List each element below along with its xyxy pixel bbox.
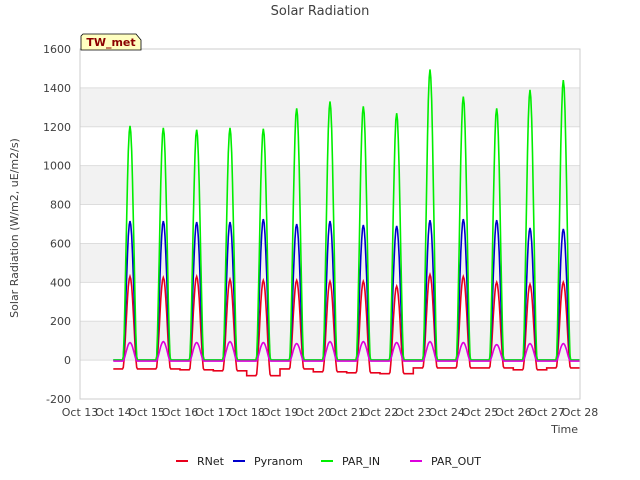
y-tick-labels: -200 0 200 400 600 800 1000 1200 1400 1600 [43,43,71,406]
y-tick-label: 1400 [43,82,71,95]
x-tick-label: Oct 24 [428,406,465,419]
y-tick-label: 1200 [43,121,71,134]
x-tick-label: Oct 20 [295,406,332,419]
station-badge: TW_met [80,33,142,51]
x-tick-label: Oct 14 [95,406,132,419]
legend-label: PAR_OUT [431,455,481,468]
legend-label: Pyranom [254,455,303,468]
series-line-par-out [113,340,580,362]
background-bands [80,87,580,361]
series-line-par-in [113,69,580,361]
series-layer [113,69,580,377]
x-tick-label: Oct 15 [128,406,165,419]
x-tick-label: Oct 26 [495,406,532,419]
x-tick-label: Oct 18 [228,406,265,419]
y-tick-label: 800 [50,199,71,212]
y-tick-label: -200 [46,393,71,406]
y-tick-label: 0 [64,354,71,367]
x-tick-label: Oct 19 [262,406,299,419]
legend: RNet Pyranom PAR_IN PAR_OUT [176,455,481,468]
x-tick-label: Oct 27 [528,406,565,419]
y-tick-label: 1000 [43,160,71,173]
x-tick-label: Oct 22 [362,406,399,419]
x-tick-label: Oct 25 [462,406,499,419]
x-tick-label: Oct 17 [195,406,232,419]
x-tick-label: Oct 21 [328,406,365,419]
x-axis-label: Time [550,423,578,436]
station-badge-label: TW_met [86,36,135,49]
x-tick-label: Oct 23 [395,406,432,419]
background-band [80,165,580,205]
y-tick-label: 600 [50,237,71,250]
chart-title: Solar Radiation [271,4,370,19]
y-tick-label: 400 [50,276,71,289]
legend-label: RNet [197,455,225,468]
x-tick-label: Oct 13 [62,406,99,419]
y-axis-label: Solar Radiation (W/m2, uE/m2/s) [8,138,21,318]
y-tick-label: 200 [50,315,71,328]
x-tick-label: Oct 28 [562,406,599,419]
y-tick-label: 1600 [43,43,71,56]
station-badge-box [80,33,142,51]
x-tick-label: Oct 16 [162,406,199,419]
legend-label: PAR_IN [342,455,380,468]
background-band [80,243,580,283]
plot-frame [79,48,581,400]
